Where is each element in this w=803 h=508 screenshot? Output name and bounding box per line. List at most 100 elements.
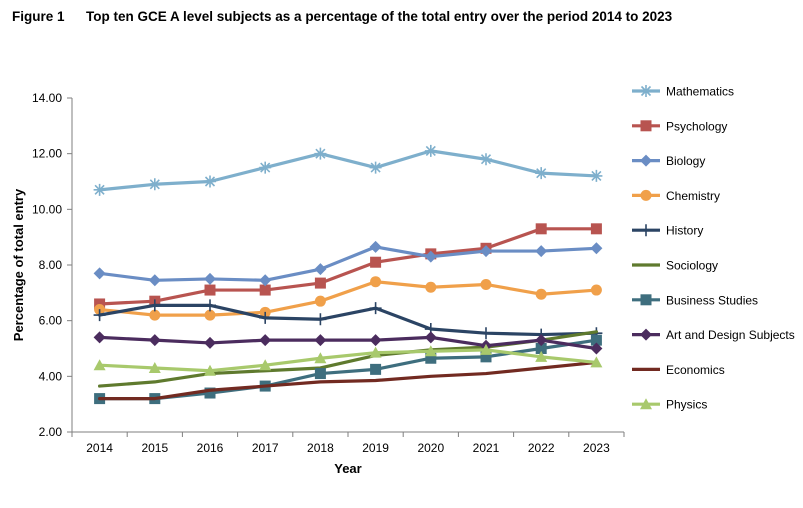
data-point-art-and-design-subjects xyxy=(369,334,382,347)
data-point-biology xyxy=(93,267,106,280)
data-point-biology xyxy=(480,245,492,258)
legend-label: Art and Design Subjects xyxy=(666,328,795,342)
y-tick-label: 6.00 xyxy=(39,314,63,328)
legend-marker xyxy=(640,398,652,410)
legend-marker xyxy=(640,189,652,201)
series-line-physics xyxy=(97,348,599,373)
figure-title: Top ten GCE A level subjects as a percen… xyxy=(86,9,673,24)
data-point-physics xyxy=(535,350,548,362)
legend-label: Psychology xyxy=(666,119,727,133)
x-tick-label: 2016 xyxy=(197,441,224,455)
series-art-and-design-subjects xyxy=(93,331,603,355)
data-point-mathematics xyxy=(93,183,106,196)
series-physics xyxy=(93,343,603,376)
x-tick-label: 2022 xyxy=(528,441,555,455)
series-line-history xyxy=(97,303,599,337)
data-point-mathematics xyxy=(424,144,437,157)
data-point-business-studies xyxy=(480,351,492,363)
data-point-psychology xyxy=(204,284,216,296)
data-point-chemistry xyxy=(480,278,492,290)
series-line-chemistry xyxy=(97,280,599,317)
data-point-chemistry xyxy=(535,288,547,300)
data-point-chemistry xyxy=(590,284,602,296)
legend-marker xyxy=(640,328,652,341)
x-axis-title: Year xyxy=(334,461,361,476)
legend-marker xyxy=(640,85,652,97)
data-point-psychology xyxy=(535,223,547,235)
data-point-chemistry xyxy=(425,281,437,293)
legend-label: Mathematics xyxy=(666,85,734,99)
x-tick-label: 2015 xyxy=(141,441,168,455)
data-point-biology xyxy=(314,263,327,276)
data-point-mathematics xyxy=(204,175,216,188)
data-point-business-studies xyxy=(425,352,437,364)
data-point-psychology xyxy=(370,256,382,268)
data-point-physics xyxy=(590,356,603,368)
series-line-mathematics xyxy=(97,149,599,192)
data-point-chemistry xyxy=(204,309,216,321)
data-point-mathematics xyxy=(480,153,492,166)
data-point-chemistry xyxy=(370,276,382,288)
data-point-biology xyxy=(535,245,548,258)
data-point-biology xyxy=(204,272,216,285)
data-point-chemistry xyxy=(149,309,161,321)
data-point-art-and-design-subjects xyxy=(314,334,327,347)
series-line-psychology xyxy=(97,227,599,306)
data-point-physics xyxy=(424,345,437,357)
legend-item-history: History xyxy=(632,224,703,238)
data-point-physics xyxy=(204,364,216,376)
data-point-business-studies xyxy=(204,387,216,399)
series-psychology xyxy=(94,223,602,310)
data-point-mathematics xyxy=(369,161,382,174)
series-line-biology xyxy=(97,245,599,282)
legend-item-business-studies: Business Studies xyxy=(632,293,758,307)
data-point-art-and-design-subjects xyxy=(535,334,548,347)
data-point-art-and-design-subjects xyxy=(204,336,216,349)
legend-item-mathematics: Mathematics xyxy=(632,85,734,99)
legend-item-chemistry: Chemistry xyxy=(632,189,720,203)
data-point-art-and-design-subjects xyxy=(259,334,272,347)
legend-label: Business Studies xyxy=(666,293,758,307)
data-point-business-studies xyxy=(590,334,602,346)
data-point-business-studies xyxy=(535,343,547,354)
data-point-physics xyxy=(93,359,106,371)
data-point-physics xyxy=(148,361,161,373)
data-point-art-and-design-subjects xyxy=(93,331,106,344)
legend-label: Biology xyxy=(666,154,705,168)
data-point-psychology xyxy=(94,298,106,310)
legend-marker xyxy=(640,154,652,167)
data-point-physics xyxy=(369,346,382,358)
data-point-mathematics xyxy=(259,161,272,174)
series-history xyxy=(93,299,603,341)
x-tick-label: 2014 xyxy=(86,441,113,455)
data-point-history xyxy=(204,299,216,312)
legend-marker xyxy=(640,120,652,132)
legend-item-sociology: Sociology xyxy=(632,259,718,273)
y-tick-label: 12.00 xyxy=(32,147,62,161)
series-economics xyxy=(97,360,599,401)
data-point-biology xyxy=(424,250,437,263)
series-line-art-and-design-subjects xyxy=(97,335,599,351)
data-point-psychology xyxy=(590,223,602,235)
data-point-biology xyxy=(148,274,161,287)
legend-label: History xyxy=(666,224,703,238)
series-line-economics xyxy=(97,360,599,401)
data-point-history xyxy=(259,311,272,324)
data-point-biology xyxy=(369,240,382,253)
x-tick-label: 2018 xyxy=(307,441,334,455)
data-point-mathematics xyxy=(535,167,548,180)
legend-item-physics: Physics xyxy=(632,398,707,412)
x-tick-label: 2019 xyxy=(362,441,389,455)
data-point-history xyxy=(314,313,327,326)
chart-series xyxy=(93,144,603,405)
data-point-history xyxy=(93,309,106,322)
legend-item-biology: Biology xyxy=(632,154,705,168)
data-point-history xyxy=(480,327,492,340)
data-point-art-and-design-subjects xyxy=(424,331,437,344)
legend-item-psychology: Psychology xyxy=(632,119,727,133)
data-point-chemistry xyxy=(314,295,326,307)
x-tick-label: 2017 xyxy=(252,441,279,455)
legend-marker xyxy=(640,294,652,306)
data-point-physics xyxy=(314,352,327,364)
